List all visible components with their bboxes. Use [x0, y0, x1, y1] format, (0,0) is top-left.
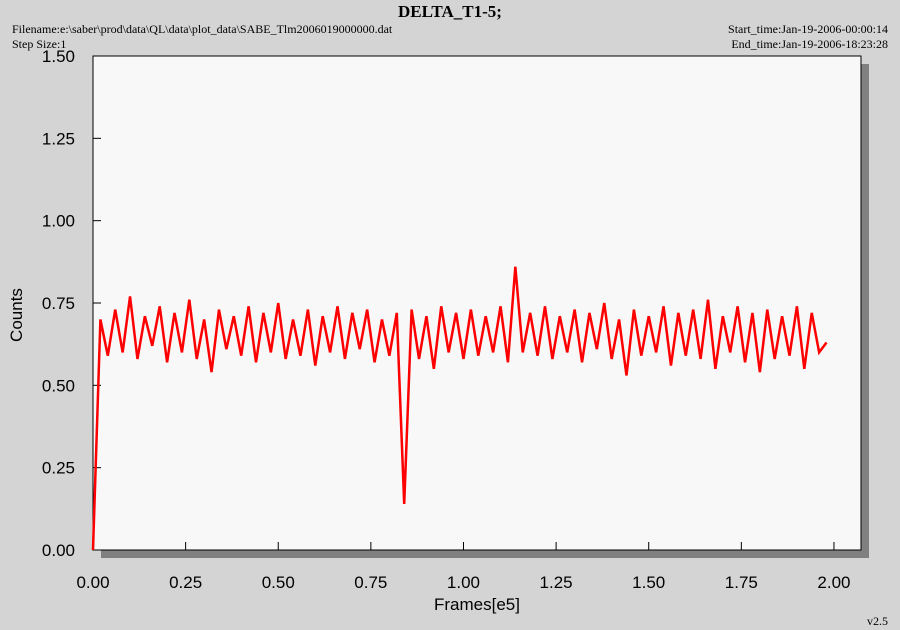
- filename: Filename:e:\saber\prod\data\QL\data\plot…: [12, 22, 393, 36]
- end-time: End_time:Jan-19-2006-18:23:28: [731, 37, 888, 51]
- x-axis-label: Frames[e5]: [434, 595, 520, 614]
- x-tick-label: 0.25: [169, 573, 202, 592]
- y-tick-label: 0.50: [42, 376, 75, 395]
- x-tick-label: 1.00: [447, 573, 480, 592]
- version: v2.5: [867, 614, 888, 628]
- y-tick-label: 0.00: [42, 541, 75, 560]
- data-line: [91, 266, 828, 551]
- x-tick-label: 2.00: [817, 573, 850, 592]
- x-tick-label: 1.25: [540, 573, 573, 592]
- x-tick-label: 1.50: [632, 573, 665, 592]
- chart-title: DELTA_T1-5;: [398, 2, 502, 21]
- y-tick-label: 1.50: [42, 47, 75, 66]
- x-tick-label: 0.50: [262, 573, 295, 592]
- x-tick-label: 0.00: [76, 573, 109, 592]
- x-tick-label: 1.75: [725, 573, 758, 592]
- y-tick-label: 0.25: [42, 459, 75, 478]
- y-tick-label: 1.00: [42, 212, 75, 231]
- y-axis-label: Counts: [7, 288, 26, 342]
- start-time: Start_time:Jan-19-2006-00:00:14: [728, 22, 888, 36]
- plot-area: [92, 55, 862, 551]
- step-size: Step Size:1: [12, 37, 66, 51]
- x-tick-label: 0.75: [354, 573, 387, 592]
- y-tick-label: 0.75: [42, 294, 75, 313]
- y-tick-label: 1.25: [42, 129, 75, 148]
